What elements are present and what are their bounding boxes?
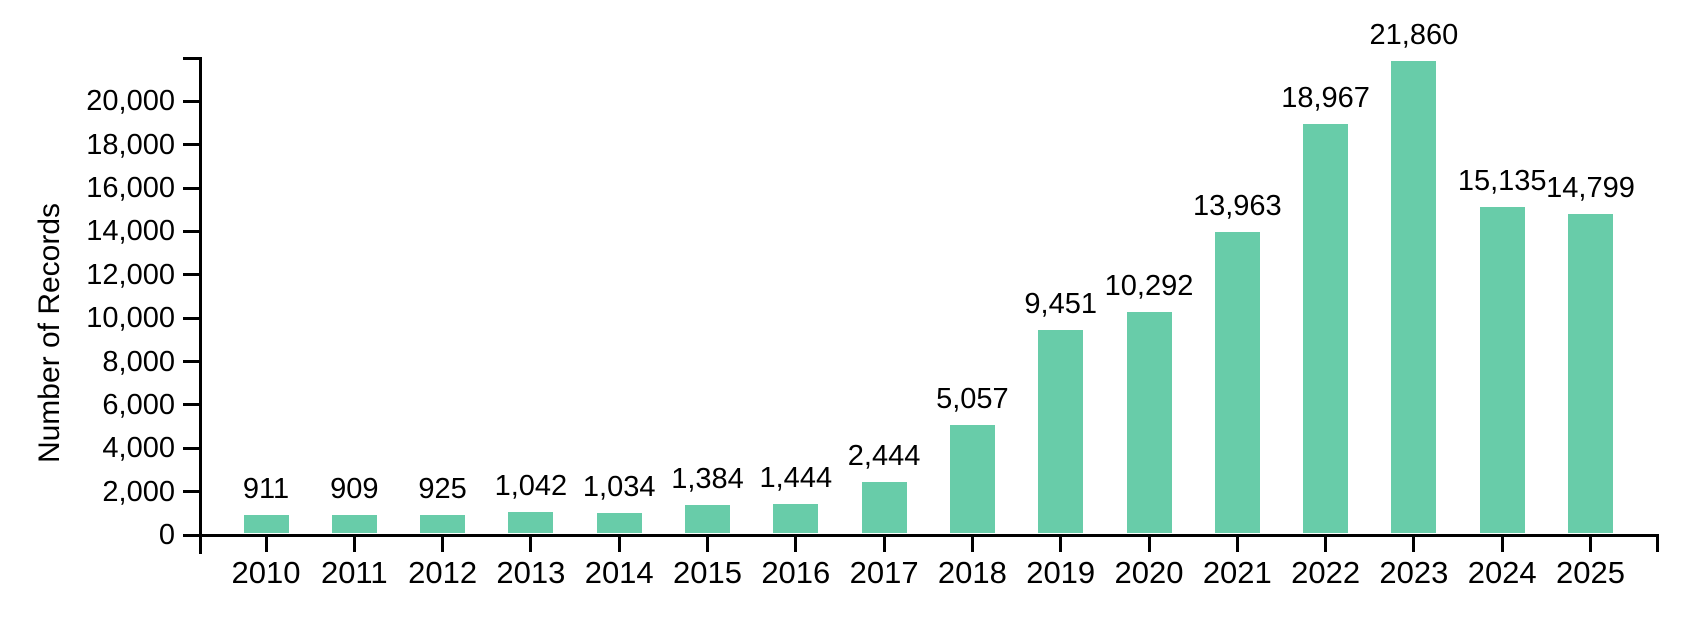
bar-value-label: 2,444 <box>847 440 921 472</box>
x-tick-mark <box>706 536 709 552</box>
x-axis-right-cap <box>1655 535 1659 552</box>
x-tick-label: 2024 <box>1467 555 1537 590</box>
bar-value-label: 909 <box>330 473 379 506</box>
bar-value-label: 1,042 <box>494 470 568 503</box>
bar-value-label: 14,799 <box>1546 172 1635 205</box>
y-tick-label: 18,000 <box>86 128 175 161</box>
x-tick-mark <box>794 536 798 552</box>
bar-2012 <box>420 514 466 534</box>
x-tick-label: 2015 <box>673 555 742 590</box>
bar-2017 <box>861 482 907 534</box>
x-tick-mark <box>1059 536 1063 552</box>
bar-value-label: 5,057 <box>936 383 1009 416</box>
y-tick-mark <box>183 490 200 494</box>
bar-2016 <box>773 503 819 534</box>
y-tick-label: 16,000 <box>86 172 175 205</box>
y-tick-mark <box>183 403 200 407</box>
y-tick-mark <box>183 143 200 147</box>
bar-2023 <box>1391 61 1437 534</box>
x-tick-label: 2025 <box>1556 555 1625 590</box>
bar-2013 <box>508 512 554 534</box>
y-axis-line <box>198 56 202 554</box>
y-tick-label: 8,000 <box>102 345 175 378</box>
y-tick-label: 4,000 <box>102 432 175 465</box>
x-tick-mark <box>1235 536 1239 552</box>
y-tick-mark <box>183 99 200 103</box>
x-tick-mark <box>1147 536 1151 552</box>
bar-value-label: 1,034 <box>582 470 656 503</box>
x-tick-label: 2012 <box>408 555 478 590</box>
y-tick-label: 20,000 <box>86 85 175 118</box>
bar-2025 <box>1568 214 1613 534</box>
bar-2010 <box>243 515 289 534</box>
y-tick-mark <box>183 273 200 277</box>
y-tick-mark <box>183 360 200 364</box>
y-axis-top-cap <box>183 56 200 60</box>
x-axis-line <box>183 533 1659 537</box>
x-tick-label: 2021 <box>1202 555 1272 590</box>
y-tick-label: 6,000 <box>102 388 175 421</box>
y-tick-label: 10,000 <box>86 302 175 335</box>
x-tick-label: 2022 <box>1291 555 1361 590</box>
bar-2014 <box>596 512 642 534</box>
bar-value-label: 10,292 <box>1104 269 1194 302</box>
y-tick-mark <box>183 186 200 190</box>
bar-value-label: 21,860 <box>1369 19 1459 52</box>
x-tick-mark <box>970 536 974 552</box>
x-tick-mark <box>882 536 886 552</box>
y-tick-mark <box>183 446 200 450</box>
x-tick-label: 2018 <box>937 555 1007 590</box>
bar-value-label: 1,444 <box>759 461 833 494</box>
x-tick-mark <box>352 536 356 552</box>
x-tick-mark <box>1324 536 1328 552</box>
y-tick-mark <box>183 316 200 320</box>
x-tick-label: 2019 <box>1026 555 1096 590</box>
y-tick-mark <box>183 533 200 537</box>
bar-2022 <box>1303 123 1349 534</box>
x-tick-mark <box>1589 536 1592 552</box>
x-tick-mark <box>617 536 621 552</box>
bar-2021 <box>1214 232 1260 534</box>
bar-value-label: 15,135 <box>1457 164 1547 197</box>
x-tick-label: 2013 <box>496 555 566 590</box>
y-tick-label: 12,000 <box>86 258 175 291</box>
bar-value-label: 1,384 <box>671 462 744 495</box>
x-tick-mark <box>264 536 268 552</box>
x-tick-mark <box>441 536 445 552</box>
y-tick-label: 0 <box>158 519 175 551</box>
bar-2019 <box>1038 330 1084 534</box>
bar-value-label: 18,967 <box>1281 81 1370 114</box>
x-tick-label: 2011 <box>320 555 388 590</box>
bar-2020 <box>1126 311 1172 534</box>
x-tick-label: 2010 <box>231 555 301 590</box>
y-tick-label: 2,000 <box>102 475 175 508</box>
x-tick-label: 2023 <box>1379 555 1449 590</box>
y-tick-mark <box>183 229 200 233</box>
x-tick-mark <box>529 536 533 552</box>
x-tick-label: 2016 <box>761 555 831 590</box>
x-tick-label: 2017 <box>849 555 919 590</box>
bar-value-label: 9,451 <box>1024 288 1097 321</box>
bar-value-label: 911 <box>242 473 290 506</box>
x-tick-mark <box>1500 536 1504 552</box>
x-tick-label: 2014 <box>584 555 654 590</box>
bar-2015 <box>685 504 730 534</box>
x-tick-label: 2020 <box>1114 555 1184 590</box>
y-tick-label: 14,000 <box>86 215 175 248</box>
bar-value-label: 925 <box>418 472 467 505</box>
x-tick-mark <box>1412 536 1416 552</box>
bar-value-label: 13,963 <box>1192 190 1282 223</box>
bar-2024 <box>1479 206 1525 534</box>
bar-2011 <box>331 515 377 534</box>
bar-2018 <box>949 425 995 534</box>
